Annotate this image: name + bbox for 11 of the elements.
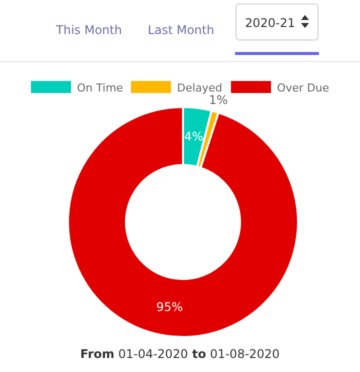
donut-slice <box>67 106 299 338</box>
data-label: 95% <box>156 300 183 314</box>
text: 2020-21 <box>245 16 296 30</box>
text: Last Month <box>148 23 214 37</box>
legend-label: On Time <box>77 82 124 94</box>
text: This Month <box>55 23 122 37</box>
legend-label: Over Due <box>277 82 330 94</box>
data-label: 1% <box>208 93 228 108</box>
text: From 01-04-2020 to 01-08-2020 <box>80 347 280 361</box>
data-label: 4% <box>184 130 204 144</box>
legend-label: Delayed <box>177 82 222 94</box>
